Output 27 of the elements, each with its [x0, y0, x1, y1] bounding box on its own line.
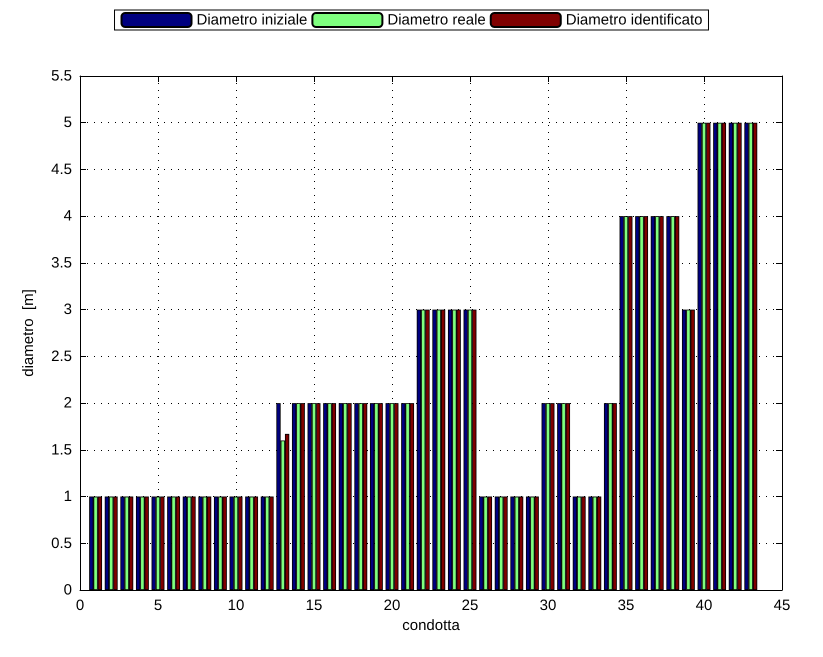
y-tick-label: 5 [64, 114, 72, 132]
y-tick-label: 5.5 [51, 68, 72, 84]
x-tick-label: 40 [696, 597, 712, 614]
legend-label: Diametro identificato [566, 12, 702, 28]
x-tick-label: 0 [76, 597, 84, 614]
y-tick-label: 0.5 [51, 534, 72, 552]
legend-label: Diametro reale [387, 12, 486, 28]
x-tick-label: 20 [384, 597, 400, 614]
y-tick-label: 2 [64, 394, 72, 412]
y-tick-label: 4 [64, 208, 72, 225]
legend-label: Diametro iniziale [196, 12, 308, 28]
y-tick-label: 1.5 [51, 441, 72, 458]
x-tick-label: 5 [154, 597, 162, 614]
x-tick-label: 30 [540, 597, 556, 614]
y-tick-label: 0 [64, 582, 72, 598]
x-axis-title: condotta [402, 616, 460, 634]
x-tick-label: 15 [306, 597, 322, 614]
x-tick-label: 45 [774, 597, 790, 614]
y-tick-label: 3.5 [51, 254, 72, 272]
y-axis-title: diametro [m] [20, 289, 37, 377]
y-tick-label: 2.5 [51, 348, 72, 365]
x-tick-label: 25 [462, 597, 478, 614]
y-tick-label: 4.5 [51, 160, 72, 178]
x-tick-label: 10 [228, 597, 244, 614]
y-tick-label: 1 [64, 488, 72, 506]
x-tick-label: 35 [618, 597, 634, 614]
y-tick-label: 3 [64, 301, 72, 318]
